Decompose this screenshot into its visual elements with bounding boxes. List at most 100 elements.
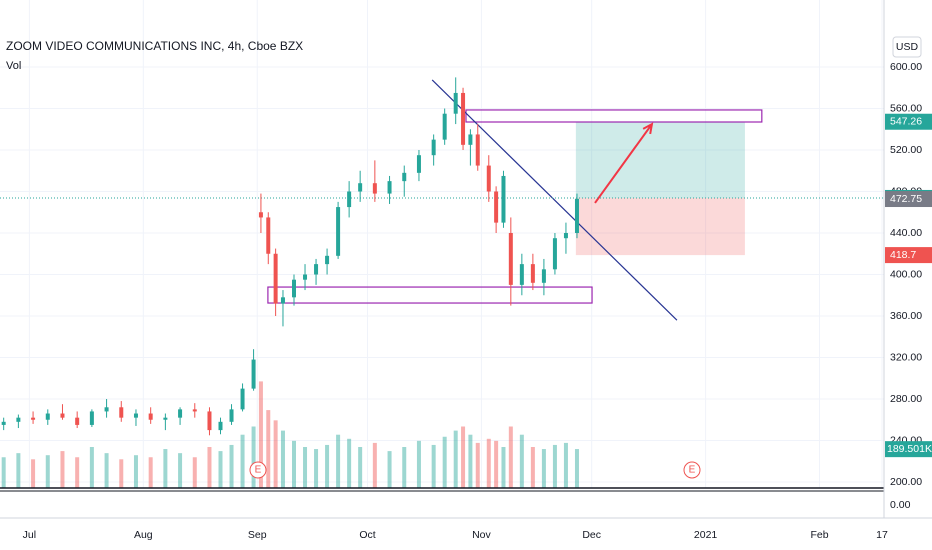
volume-bar xyxy=(218,451,223,488)
volume-marker-label: 189.501K xyxy=(887,443,932,455)
candle-body xyxy=(292,279,296,298)
price-marker xyxy=(885,191,932,208)
currency-button[interactable] xyxy=(892,36,922,58)
y-tick-label: 440.00 xyxy=(890,227,922,239)
volume-bar xyxy=(431,444,436,488)
volume-bar xyxy=(207,447,212,488)
volume-bar xyxy=(402,447,407,488)
trend-line xyxy=(431,79,678,321)
volume-bar xyxy=(104,453,109,488)
volume-bar xyxy=(229,444,234,488)
y-tick-label: 200.00 xyxy=(890,476,922,488)
price-marker xyxy=(885,247,932,264)
volume-bar xyxy=(251,426,256,488)
candle-body xyxy=(541,269,546,283)
volume-bar xyxy=(292,440,296,488)
chart-title: ZOOM VIDEO COMMUNICATIONS INC, 4h, Cboe … xyxy=(6,39,303,53)
volume-bar xyxy=(178,453,183,488)
axes: 200.00240.00280.00320.00360.00400.00440.… xyxy=(23,61,932,541)
volume-bar xyxy=(314,449,319,488)
y-tick-label: 360.00 xyxy=(890,310,922,322)
volume-bar xyxy=(119,459,124,488)
candle-body xyxy=(178,409,183,418)
candle-body xyxy=(501,175,506,223)
volume-label: Vol xyxy=(6,60,21,72)
candle-body xyxy=(119,407,124,418)
x-tick-label: Nov xyxy=(472,529,491,541)
volume-bar xyxy=(552,444,557,488)
candle-body xyxy=(280,297,285,304)
volume-bar xyxy=(89,447,94,488)
volume-bar xyxy=(192,457,197,488)
y-tick-label: 560.00 xyxy=(890,102,922,114)
volume-bar xyxy=(45,455,50,488)
volume-bar xyxy=(280,430,285,488)
x-tick-label: Dec xyxy=(582,529,601,541)
candle-body xyxy=(508,233,513,285)
candle-body xyxy=(519,264,524,285)
candle-body xyxy=(347,191,352,208)
profit-zone xyxy=(575,121,745,198)
volume-bar xyxy=(519,434,524,488)
volume-bar xyxy=(468,434,473,488)
volume-bar xyxy=(442,436,447,488)
candle-body xyxy=(325,255,330,265)
x-tick-label: Aug xyxy=(134,529,153,541)
volume-bar xyxy=(541,449,546,488)
volume-bar xyxy=(501,447,506,488)
x-tick-label: Feb xyxy=(810,529,828,541)
candles xyxy=(1,77,579,436)
volume-bar xyxy=(336,434,341,488)
candle-body xyxy=(314,264,319,275)
volume-bar xyxy=(31,459,36,488)
candle-body xyxy=(240,388,245,410)
y-tick-label: 320.00 xyxy=(890,351,922,363)
volume-bar xyxy=(372,442,377,488)
volume-bars xyxy=(1,381,579,488)
y-tick-label: 520.00 xyxy=(890,144,922,156)
candle-body xyxy=(563,233,568,239)
y-tick-label: 600.00 xyxy=(890,61,922,73)
candle-body xyxy=(552,238,557,270)
candle-body xyxy=(494,191,499,223)
volume-bar xyxy=(16,453,21,488)
volume-bar xyxy=(387,451,392,488)
volume-bar xyxy=(475,442,480,488)
candle-body xyxy=(163,417,168,420)
price-marker xyxy=(885,113,932,130)
candle-body xyxy=(461,92,466,145)
price-marker-label: 547.26 xyxy=(890,116,922,128)
volume-bar xyxy=(574,449,579,488)
y-tick-label: 400.00 xyxy=(890,268,922,280)
volume-bar xyxy=(60,451,65,488)
svg-text:E: E xyxy=(255,465,262,476)
candle-body xyxy=(468,134,473,145)
zone-box xyxy=(465,109,763,123)
earnings-marker: E xyxy=(249,461,267,479)
candle-body xyxy=(148,413,153,420)
volume-bar xyxy=(163,449,168,488)
svg-text:E: E xyxy=(689,465,696,476)
volume-bar xyxy=(563,442,568,488)
currency[interactable]: USD xyxy=(896,41,919,53)
candle-body xyxy=(303,274,308,280)
candle-body xyxy=(372,183,377,194)
candle-body xyxy=(192,409,197,412)
volume-bar xyxy=(494,440,499,488)
candle-body xyxy=(207,411,212,431)
candle-body xyxy=(75,417,80,425)
candle-body xyxy=(251,359,256,389)
candle-body xyxy=(104,407,109,412)
volume-bar xyxy=(453,430,458,488)
volume-bar xyxy=(266,410,271,488)
volume-bar xyxy=(258,381,263,488)
loss-zone xyxy=(575,197,745,256)
volume-bar xyxy=(508,426,513,488)
volume-bar xyxy=(486,438,491,488)
candle-body xyxy=(258,212,263,218)
candle-body xyxy=(387,181,392,194)
volume-bar xyxy=(1,457,6,488)
